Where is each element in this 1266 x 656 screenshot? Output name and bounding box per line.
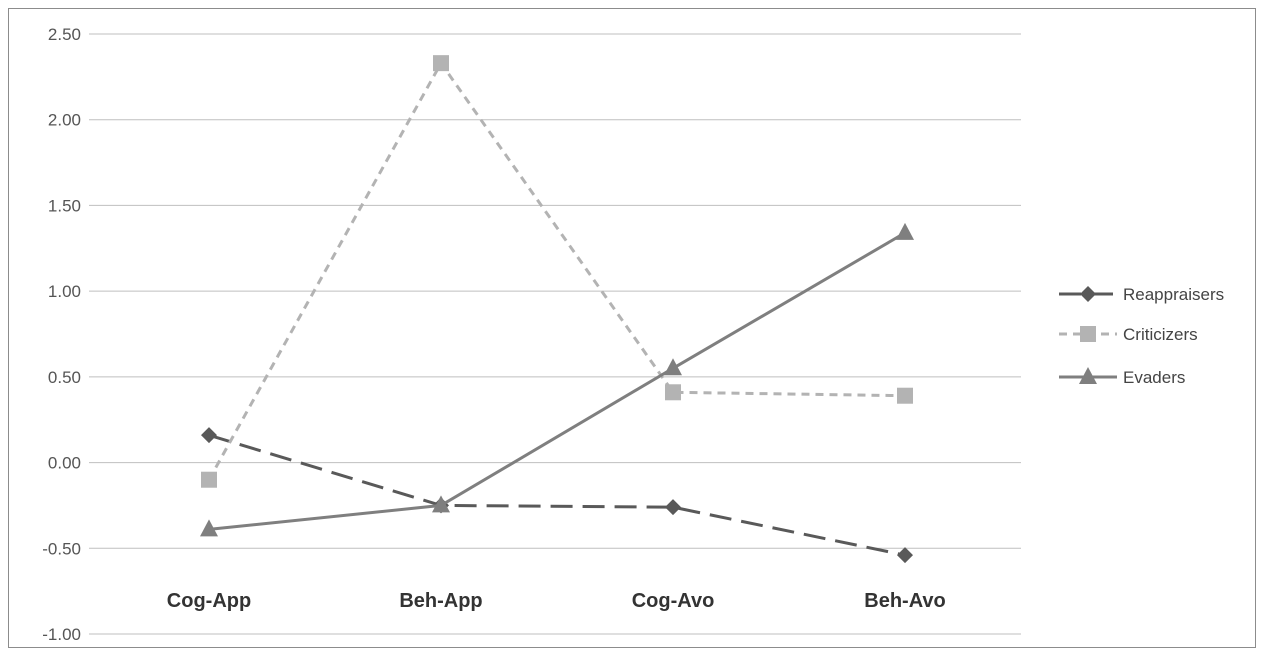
category-labels: Cog-App Beh-App Cog-Avo Beh-Avo — [167, 590, 946, 612]
legend-label: Reappraisers — [1123, 285, 1224, 304]
data-point — [897, 387, 913, 404]
series-line — [207, 60, 906, 481]
y-tick-label: -0.50 — [42, 539, 81, 558]
y-tick-label: -1.00 — [42, 625, 81, 644]
legend-marker — [1080, 286, 1096, 302]
legend-label: Evaders — [1123, 368, 1185, 387]
y-tick-label: 1.50 — [48, 196, 81, 215]
legend-item: Evaders — [1059, 367, 1185, 387]
y-tick-label: 2.00 — [48, 111, 81, 130]
y-tick-label: 1.00 — [48, 282, 81, 301]
data-point — [201, 427, 217, 444]
series-criticizers — [201, 55, 913, 488]
data-point — [433, 55, 449, 72]
series-lines — [200, 55, 914, 564]
legend-item: Criticizers — [1059, 325, 1198, 344]
series-line — [208, 231, 906, 531]
y-tick-label: 2.50 — [48, 25, 81, 44]
legend-label: Criticizers — [1123, 325, 1198, 344]
legend-marker — [1079, 367, 1097, 384]
category-label: Beh-Avo — [864, 590, 945, 612]
y-tick-label: 0.50 — [48, 368, 81, 387]
y-axis-tick-labels: -1.00 -0.50 0.00 0.50 1.00 1.50 2.00 2.50 — [42, 25, 81, 644]
legend-marker — [1080, 326, 1096, 342]
category-label: Cog-App — [167, 590, 251, 612]
series-reappraisers — [201, 427, 913, 564]
data-point — [432, 495, 450, 513]
data-point — [665, 499, 681, 516]
series-line — [208, 433, 906, 557]
data-point — [664, 358, 682, 376]
category-label: Beh-App — [399, 590, 482, 612]
data-point — [896, 222, 914, 240]
data-point — [665, 384, 681, 401]
y-tick-label: 0.00 — [48, 454, 81, 473]
line-chart: -1.00 -0.50 0.00 0.50 1.00 1.50 2.00 2.50 Cog-A… — [42, 25, 1224, 644]
chart-frame: -1.00 -0.50 0.00 0.50 1.00 1.50 2.00 2.50 Cog-A… — [8, 8, 1256, 648]
data-point — [897, 547, 913, 564]
category-label: Cog-Avo — [632, 590, 715, 612]
data-point — [201, 471, 217, 488]
gridlines — [89, 33, 1021, 635]
series-evaders — [200, 222, 914, 537]
legend: Reappraisers Criticizers Evaders — [1059, 285, 1224, 387]
data-point — [200, 519, 218, 537]
legend-item: Reappraisers — [1059, 285, 1224, 304]
